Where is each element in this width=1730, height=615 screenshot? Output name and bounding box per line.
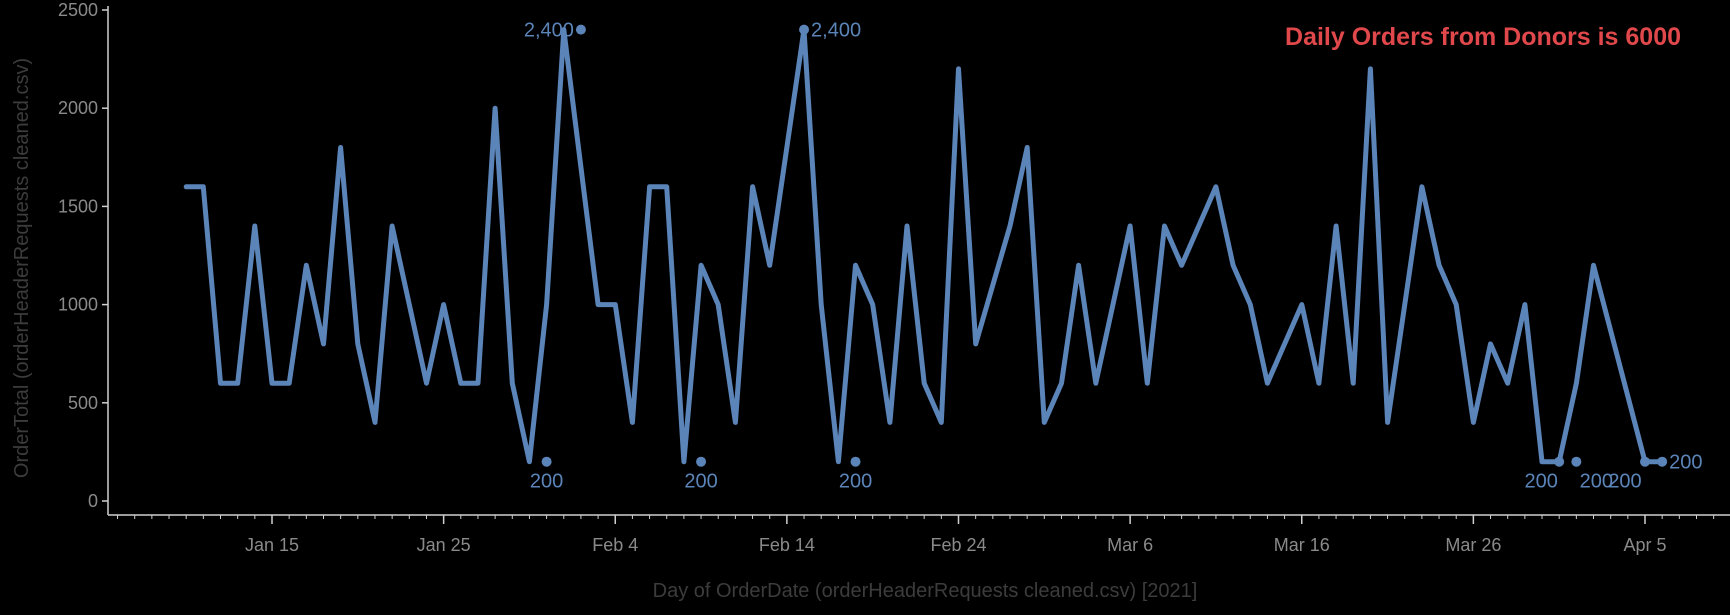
data-label: 200 <box>684 471 717 493</box>
x-tick-label: Mar 16 <box>1274 535 1330 555</box>
x-tick-label: Jan 25 <box>417 535 471 555</box>
y-tick-label: 1500 <box>58 196 98 216</box>
data-label: 2,400 <box>811 20 861 42</box>
y-tick-label: 500 <box>68 393 98 413</box>
data-point-marker <box>799 24 810 35</box>
data-point-marker <box>575 24 586 35</box>
x-tick-label: Jan 15 <box>245 535 299 555</box>
y-tick-label: 0 <box>88 491 98 511</box>
data-label: 200 <box>1580 471 1613 493</box>
x-tick-label: Mar 26 <box>1445 535 1501 555</box>
data-point-marker <box>1571 456 1582 467</box>
data-label: 200 <box>1608 471 1641 493</box>
data-point-marker <box>1554 456 1565 467</box>
y-axis-title: OrderTotal (orderHeaderRequests cleaned.… <box>11 58 33 478</box>
y-tick-label: 2500 <box>58 0 98 20</box>
annotation-text: Daily Orders from Donors is 6000 <box>1285 23 1681 51</box>
data-point-marker <box>696 456 707 467</box>
x-axis: Jan 15 Jan 25 Feb 4 Feb 14 Feb 24 Mar 6 Mar 16… <box>108 514 1730 555</box>
x-tick-label: Apr 5 <box>1623 535 1666 555</box>
data-label: 200 <box>1669 452 1702 474</box>
data-point-marker <box>541 456 552 467</box>
data-label: 200 <box>530 471 563 493</box>
data-label: 200 <box>1525 471 1558 493</box>
x-tick-label: Mar 6 <box>1107 535 1153 555</box>
x-tick-label: Feb 24 <box>930 535 986 555</box>
y-tick-label: 1000 <box>58 295 98 315</box>
x-tick-label: Feb 14 <box>759 535 815 555</box>
data-point-marker <box>1657 456 1668 467</box>
x-tick-label: Feb 4 <box>592 535 638 555</box>
x-axis-title: Day of OrderDate (orderHeaderRequests cl… <box>653 580 1198 602</box>
plot-area <box>183 27 1665 465</box>
data-label: 2,400 <box>524 20 574 42</box>
data-label: 200 <box>839 471 872 493</box>
series-line <box>183 27 1665 465</box>
y-tick-label: 2000 <box>58 98 98 118</box>
y-axis: 0 500 1000 1500 2000 2500 <box>58 0 109 515</box>
data-point-marker <box>1640 456 1650 467</box>
data-point-marker <box>850 456 861 467</box>
